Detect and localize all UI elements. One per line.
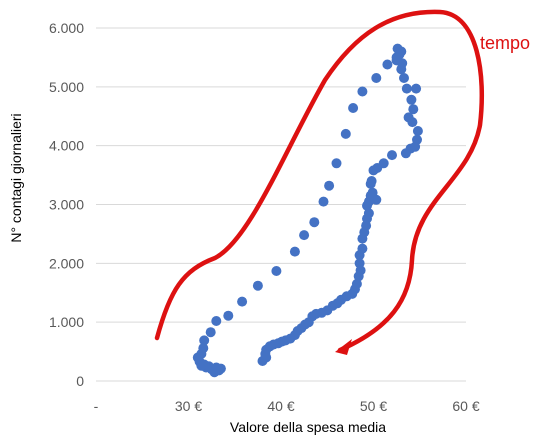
data-point bbox=[354, 250, 365, 261]
data-point bbox=[309, 217, 320, 228]
y-tick-label: 1.000 bbox=[49, 314, 84, 330]
y-tick-label: 2.000 bbox=[49, 255, 84, 271]
data-point bbox=[271, 266, 282, 276]
y-tick-label: 4.000 bbox=[49, 138, 84, 154]
data-point bbox=[400, 148, 411, 159]
x-tick-label: 40 € bbox=[267, 398, 294, 414]
data-point bbox=[401, 83, 412, 94]
y-tick-label: 5.000 bbox=[49, 79, 84, 95]
data-point bbox=[348, 103, 359, 113]
data-point bbox=[324, 180, 335, 191]
data-point bbox=[357, 233, 368, 244]
data-point bbox=[353, 271, 364, 282]
data-point bbox=[399, 73, 409, 83]
data-point bbox=[199, 335, 210, 346]
data-point bbox=[411, 83, 422, 94]
data-point bbox=[299, 230, 310, 241]
data-point bbox=[365, 178, 376, 189]
data-point bbox=[357, 86, 368, 97]
data-point bbox=[237, 296, 248, 307]
scatter-points bbox=[192, 43, 423, 378]
y-tick-label: 3.000 bbox=[49, 197, 84, 213]
x-tick-label: 60 € bbox=[452, 398, 479, 414]
data-point bbox=[257, 356, 268, 366]
data-point bbox=[396, 64, 407, 75]
annotation-tempo: tempo bbox=[480, 33, 530, 53]
data-point bbox=[371, 73, 382, 83]
x-tick-label: - bbox=[94, 398, 99, 414]
data-point bbox=[252, 280, 263, 291]
data-point bbox=[223, 310, 234, 321]
data-point bbox=[368, 165, 379, 176]
data-point bbox=[289, 246, 300, 257]
y-tick-labels: 0 1.000 2.000 3.000 4.000 5.000 6.000 bbox=[49, 20, 84, 389]
x-tick-labels: - 30 € 40 € 50 € 60 € bbox=[94, 398, 480, 414]
data-point bbox=[340, 128, 351, 139]
data-point bbox=[382, 59, 393, 70]
data-point bbox=[406, 94, 417, 105]
data-point bbox=[205, 327, 216, 338]
data-point bbox=[211, 362, 222, 373]
x-tick-label: 50 € bbox=[360, 398, 387, 414]
time-arrow-head bbox=[335, 339, 352, 355]
data-point bbox=[407, 117, 418, 128]
data-point bbox=[211, 316, 222, 326]
gridlines bbox=[96, 27, 466, 382]
data-point bbox=[412, 126, 423, 136]
time-arrow-curve bbox=[154, 9, 484, 353]
data-point bbox=[362, 200, 372, 211]
data-point bbox=[318, 196, 329, 207]
data-point bbox=[387, 150, 397, 161]
y-axis-title: N° contagi giornalieri bbox=[8, 113, 24, 242]
x-axis-title: Valore della spesa media bbox=[230, 419, 386, 435]
data-point bbox=[408, 104, 419, 115]
x-tick-label: 30 € bbox=[175, 398, 202, 414]
y-tick-label: 0 bbox=[76, 373, 84, 389]
y-tick-label: 6.000 bbox=[49, 20, 84, 36]
data-point bbox=[331, 158, 342, 169]
data-point bbox=[198, 343, 209, 354]
